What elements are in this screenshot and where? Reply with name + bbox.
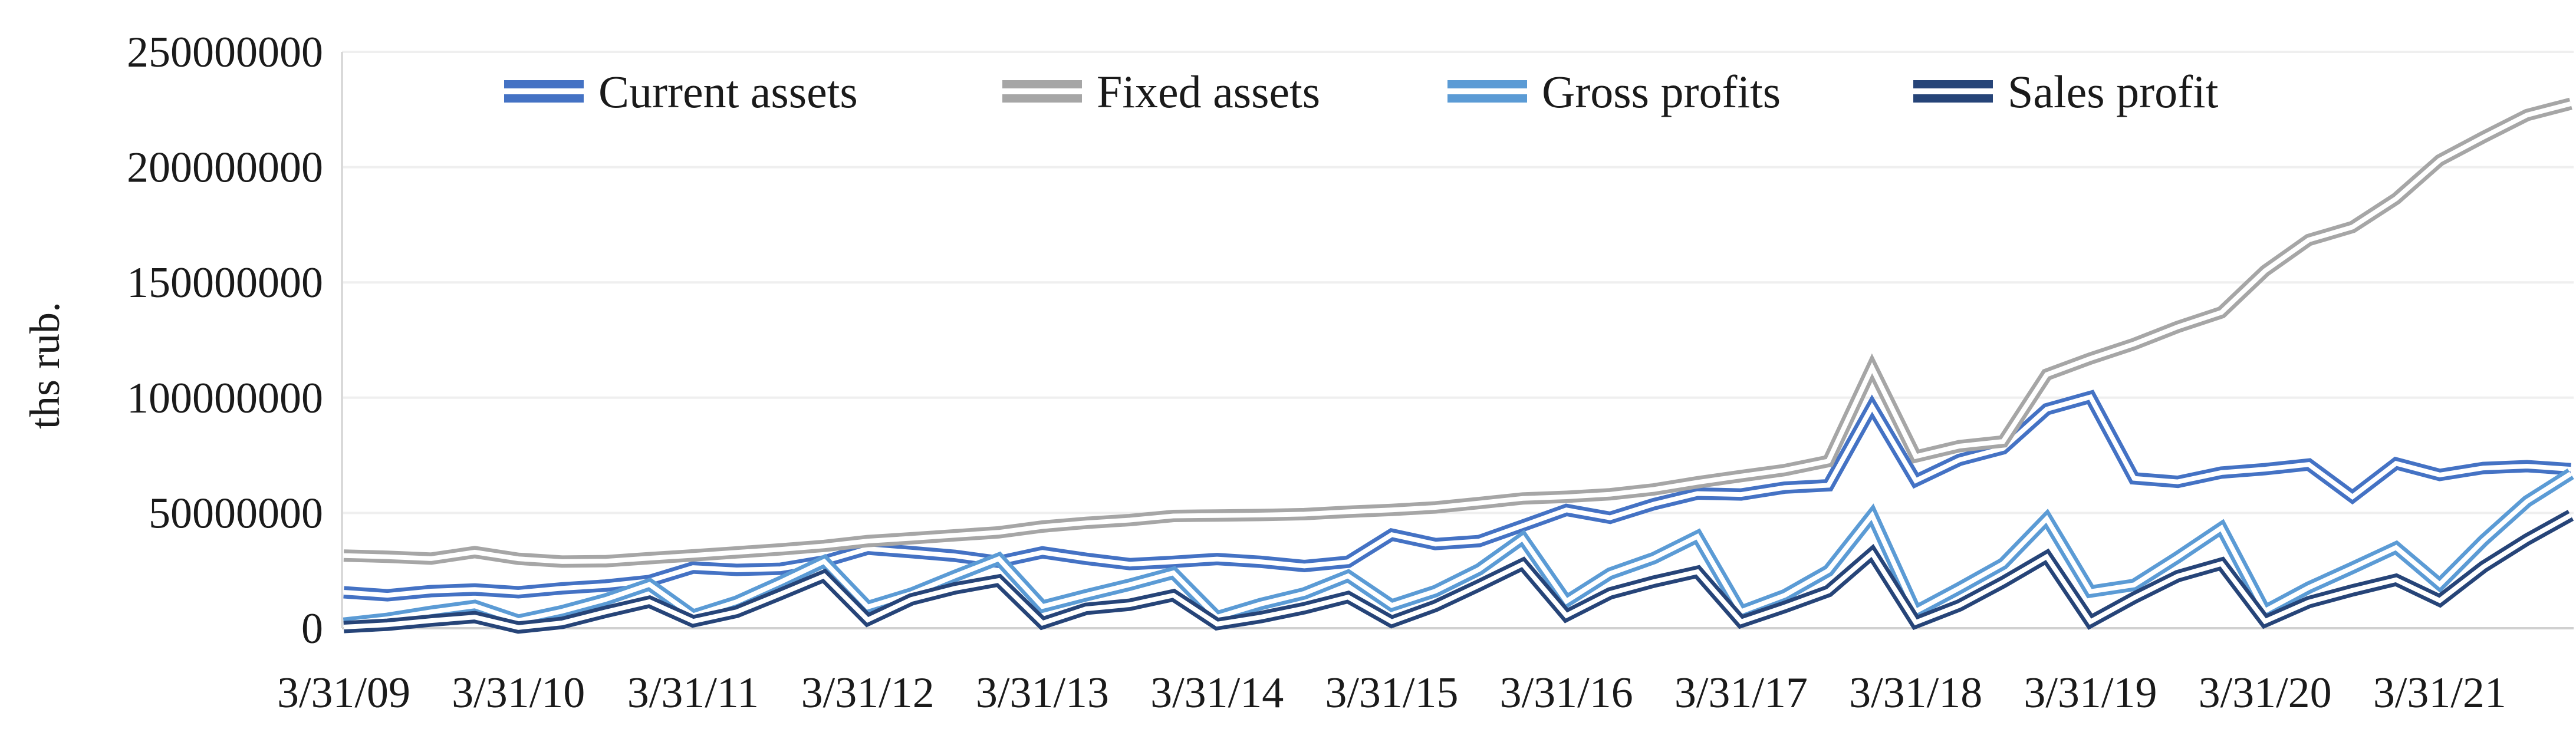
y-axis-title: ths rub.: [21, 302, 68, 429]
x-tick-label: 3/31/19: [2024, 669, 2157, 717]
x-tick-label: 3/31/10: [452, 669, 585, 717]
x-tick-label: 3/31/09: [277, 669, 410, 717]
gridlines: [341, 51, 2574, 629]
legend-key-core-gross-profits: [1446, 88, 1528, 94]
x-tick-label: 3/31/18: [1849, 669, 1982, 717]
x-axis-tick-labels: 3/31/09 3/31/10 3/31/11 3/31/12 3/31/13 3/31/…: [277, 669, 2506, 717]
y-tick-label: 200000000: [127, 144, 323, 192]
legend-key-core-sales-profit: [1912, 88, 1994, 94]
legend-item-current-assets: Current assets: [503, 66, 858, 117]
series-line-core-gross-profits: [343, 471, 2572, 626]
y-tick-label: 250000000: [127, 28, 323, 77]
legend-item-sales-profit: Sales profit: [1912, 66, 2219, 117]
y-tick-label: 100000000: [127, 374, 323, 423]
series-line-core-current-assets: [343, 394, 2571, 598]
legend-key-core-fixed-assets: [1001, 88, 1083, 94]
series-line-fixed-assets: [343, 97, 2572, 568]
y-tick-label: 50000000: [149, 489, 323, 537]
series-line-core-sales-profit: [343, 513, 2572, 630]
series-lines: [343, 97, 2574, 634]
y-axis-tick-labels: 0 50000000 100000000 150000000 200000000 2500…: [127, 28, 323, 653]
x-tick-label: 3/31/21: [2373, 669, 2506, 717]
series-gross-profits: [343, 469, 2574, 630]
legend-key-core-current-assets: [503, 88, 585, 94]
series-sales-profit: [343, 510, 2574, 634]
x-tick-label: 3/31/11: [627, 669, 759, 717]
legend-label-sales-profit: Sales profit: [2008, 66, 2219, 117]
legend-label-fixed-assets: Fixed assets: [1097, 66, 1320, 117]
series-line-core-fixed-assets: [343, 101, 2572, 564]
x-tick-label: 3/31/15: [1325, 669, 1458, 717]
legend-label-gross-profits: Gross profits: [1542, 66, 1781, 117]
series-current-assets: [343, 390, 2571, 602]
legend: Current assets Fixed assets Gross profits S…: [503, 66, 2219, 117]
x-tick-label: 3/31/20: [2199, 669, 2332, 717]
legend-label-current-assets: Current assets: [598, 66, 858, 117]
x-tick-label: 3/31/17: [1674, 669, 1808, 717]
x-tick-label: 3/31/12: [801, 669, 935, 717]
legend-item-gross-profits: Gross profits: [1446, 66, 1781, 117]
legend-item-fixed-assets: Fixed assets: [1001, 66, 1320, 117]
y-tick-label: 0: [301, 605, 323, 653]
x-tick-label: 3/31/13: [976, 669, 1109, 717]
y-tick-label: 150000000: [127, 259, 323, 307]
x-tick-label: 3/31/16: [1500, 669, 1633, 717]
series-fixed-assets: [343, 97, 2572, 568]
x-tick-label: 3/31/14: [1150, 669, 1284, 717]
